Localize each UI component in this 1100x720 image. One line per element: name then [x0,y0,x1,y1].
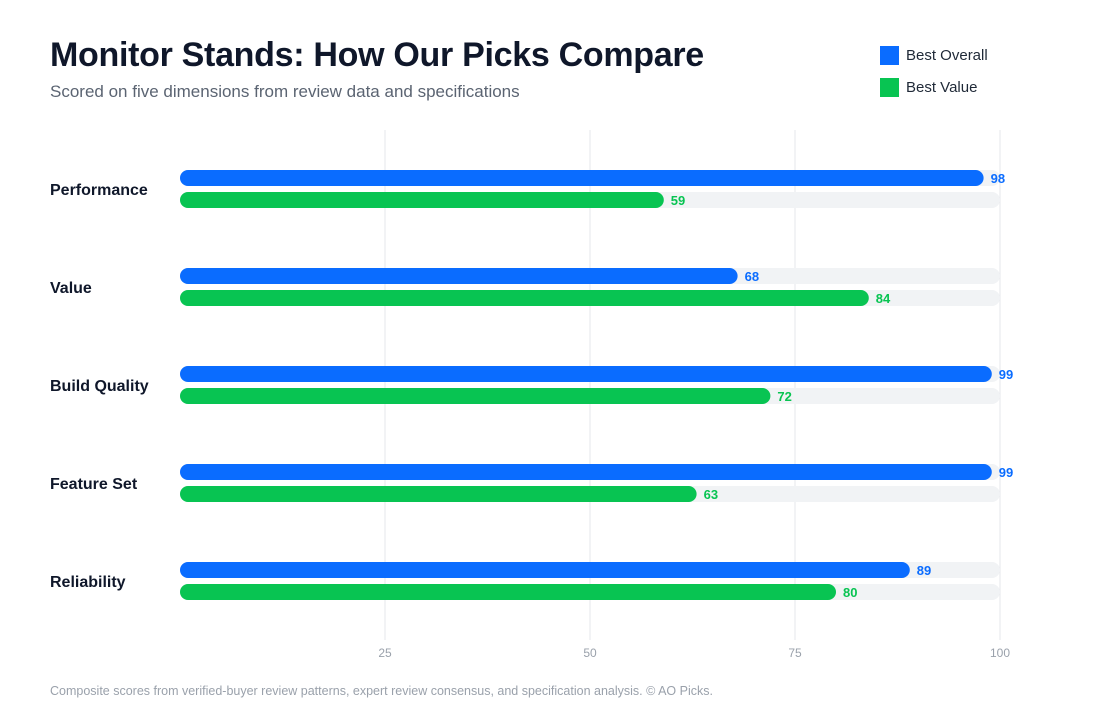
value-label-value-best-overall: 68 [745,269,759,284]
category-label-reliability: Reliability [50,574,126,591]
legend: Best Overall Best Value [880,45,988,109]
legend-swatch-best-overall [880,45,899,65]
bar-build-quality-best-overall [180,366,992,382]
value-label-reliability-best-overall: 89 [917,563,931,578]
chart-title: Monitor Stands: How Our Picks Compare [50,36,704,74]
legend-item-best-value: Best Value [880,77,988,97]
bar-value-best-value [180,290,869,306]
bar-feature-set-best-value [180,486,697,502]
value-label-performance-best-overall: 98 [991,171,1005,186]
bar-reliability-best-value [180,584,836,600]
bar-reliability-best-overall [180,562,910,578]
value-label-build-quality-best-overall: 99 [999,367,1013,382]
value-label-performance-best-value: 59 [671,193,685,208]
legend-label-best-overall: Best Overall [906,46,988,64]
value-label-reliability-best-value: 80 [843,585,857,600]
chart-subtitle: Scored on five dimensions from review da… [50,82,520,101]
value-label-value-best-value: 84 [876,291,891,306]
x-tick-label-75: 75 [788,646,802,660]
bar-feature-set-best-overall [180,464,992,480]
category-label-performance: Performance [50,182,148,199]
bar-build-quality-best-value [180,388,771,404]
x-tick-label-25: 25 [378,646,392,660]
x-tick-label-50: 50 [583,646,597,660]
legend-swatch-best-value [880,77,899,97]
bar-value-best-overall [180,268,738,284]
legend-label-best-value: Best Value [906,78,978,96]
value-label-feature-set-best-value: 63 [704,487,718,502]
value-label-feature-set-best-overall: 99 [999,465,1013,480]
category-label-build-quality: Build Quality [50,378,149,395]
legend-item-best-overall: Best Overall [880,45,988,65]
category-label-feature-set: Feature Set [50,476,138,493]
footnote: Composite scores from verified-buyer rev… [50,684,713,698]
value-label-build-quality-best-value: 72 [777,389,791,404]
x-tick-label-100: 100 [990,646,1010,660]
category-label-value: Value [50,280,92,297]
bar-performance-best-value [180,192,664,208]
bar-performance-best-overall [180,170,984,186]
